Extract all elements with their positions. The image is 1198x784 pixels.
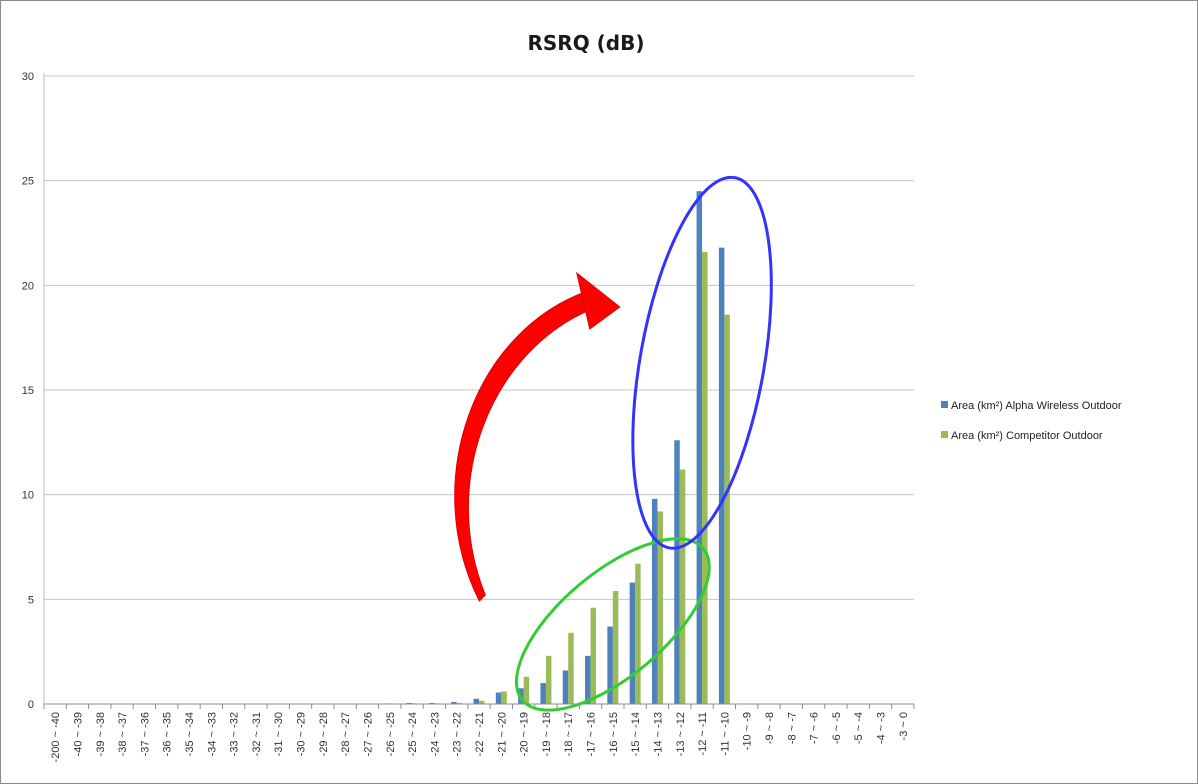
- bars: [384, 191, 730, 705]
- x-tick-label: -34 ~ -33: [206, 712, 218, 756]
- x-tick-label: -38 ~ -37: [117, 712, 129, 756]
- x-tick-label: -19 ~ -18: [541, 712, 553, 756]
- curved-arrow-body: [454, 290, 593, 602]
- x-tick-label: -29 ~ -28: [318, 712, 330, 756]
- bar-competitor: [702, 251, 708, 704]
- x-tick-label: -7 ~ -6: [809, 712, 821, 744]
- x-tick-label: -16 ~ -15: [608, 712, 620, 756]
- y-tick-label: 25: [22, 176, 34, 188]
- bar-alpha-wireless: [406, 702, 413, 704]
- x-tick-label: -15 ~ -14: [630, 712, 642, 756]
- highlight-ellipse-green: [514, 537, 711, 712]
- bar-alpha-wireless: [651, 498, 658, 704]
- y-tick-label: 30: [22, 71, 34, 83]
- bar-competitor: [523, 676, 530, 704]
- x-tick-label: -13 ~ -12: [675, 712, 687, 756]
- legend-label: Area (km²) Alpha Wireless Outdoor: [951, 400, 1122, 412]
- bar-competitor: [657, 511, 663, 704]
- x-tick-label: -32 ~ -31: [251, 712, 263, 756]
- x-tick-label: -10 ~ -9: [742, 712, 754, 750]
- highlight-ellipse-blue: [631, 175, 773, 550]
- bar-alpha-wireless: [428, 702, 435, 704]
- y-tick-label: 20: [22, 280, 34, 292]
- x-tick-label: -18 ~ -17: [563, 712, 575, 756]
- bar-competitor: [568, 632, 574, 704]
- x-tick-label: -4 ~ -3: [876, 712, 888, 744]
- x-tick-label: -200 ~ -40: [50, 712, 62, 762]
- x-tick-label: -30 ~ -29: [296, 712, 308, 756]
- chart-title: RSRQ (dB): [527, 31, 644, 55]
- x-tick-label: -25 ~ -24: [407, 712, 419, 756]
- bar-competitor: [635, 563, 641, 704]
- x-tick-label: -36 ~ -35: [162, 712, 174, 756]
- x-tick-label: -3 ~ 0: [898, 712, 910, 740]
- x-tick-label: -23 ~ -22: [452, 712, 464, 756]
- axes: 0 5 10 15 20 25 30 -200 ~ -40 -40 ~ -39 -39 ~ -38…: [22, 71, 915, 762]
- x-tick-label: -27 ~ -26: [362, 712, 374, 756]
- bar-competitor: [456, 702, 463, 704]
- bar-alpha-wireless: [696, 191, 703, 705]
- x-tick-label: -40 ~ -39: [72, 712, 84, 756]
- x-tick-label: -11 ~ -10: [719, 712, 731, 756]
- x-tick-label: -28 ~ -27: [340, 712, 352, 756]
- bar-alpha-wireless: [629, 582, 636, 704]
- bar-competitor: [612, 590, 619, 704]
- bar-alpha-wireless: [495, 692, 502, 704]
- x-tick-label: -20 ~ -19: [519, 712, 531, 756]
- legend-label: Area (km²) Competitor Outdoor: [951, 430, 1103, 442]
- x-tick-label: -26 ~ -25: [385, 712, 397, 756]
- x-tick-label: -14 ~ -13: [652, 712, 664, 756]
- bar-alpha-wireless: [451, 701, 457, 704]
- bar-alpha-wireless: [540, 683, 546, 704]
- bar-competitor: [479, 700, 485, 704]
- bar-alpha-wireless: [607, 626, 613, 704]
- legend: Area (km²) Alpha Wireless Outdoor Area (k…: [941, 400, 1122, 442]
- bar-alpha-wireless: [585, 655, 591, 704]
- bar-competitor: [501, 691, 507, 704]
- x-tick-label: -12 ~ -11: [697, 712, 709, 756]
- bar-alpha-wireless: [674, 440, 680, 704]
- y-tick-label: 10: [22, 490, 34, 502]
- x-tick-label: -17 ~ -16: [586, 712, 598, 756]
- bar-alpha-wireless: [562, 670, 569, 704]
- legend-swatch: [941, 401, 948, 408]
- x-tick-label: -6 ~ -5: [831, 712, 843, 744]
- x-tick-label: -5 ~ -4: [853, 712, 865, 744]
- x-tick-label: -22 ~ -21: [474, 712, 486, 756]
- legend-swatch: [941, 431, 948, 438]
- bar-competitor: [679, 469, 686, 704]
- curved-arrow-head: [575, 271, 621, 330]
- annotations: [454, 175, 773, 712]
- bar-alpha-wireless: [473, 698, 479, 704]
- y-tick-label: 5: [28, 594, 34, 606]
- y-tick-label: 0: [28, 699, 34, 711]
- x-tick-label: -8 ~ -7: [786, 712, 798, 744]
- gridlines: [44, 75, 914, 705]
- x-tick-label: -9 ~ -8: [764, 712, 776, 744]
- bar-alpha-wireless: [718, 247, 725, 705]
- bar-competitor: [545, 655, 552, 704]
- x-tick-label: -37 ~ -36: [139, 712, 151, 756]
- bar-competitor: [724, 314, 730, 704]
- x-tick-label: -21 ~ -20: [496, 712, 508, 756]
- x-tick-label: -31 ~ -30: [273, 712, 285, 756]
- y-tick-label: 15: [22, 385, 34, 397]
- x-tick-label: -39 ~ -38: [95, 712, 107, 756]
- x-tick-label: -35 ~ -34: [184, 712, 196, 756]
- x-tick-label: -24 ~ -23: [429, 712, 441, 756]
- x-tick-label: -33 ~ -32: [229, 712, 241, 756]
- bar-competitor: [590, 607, 597, 704]
